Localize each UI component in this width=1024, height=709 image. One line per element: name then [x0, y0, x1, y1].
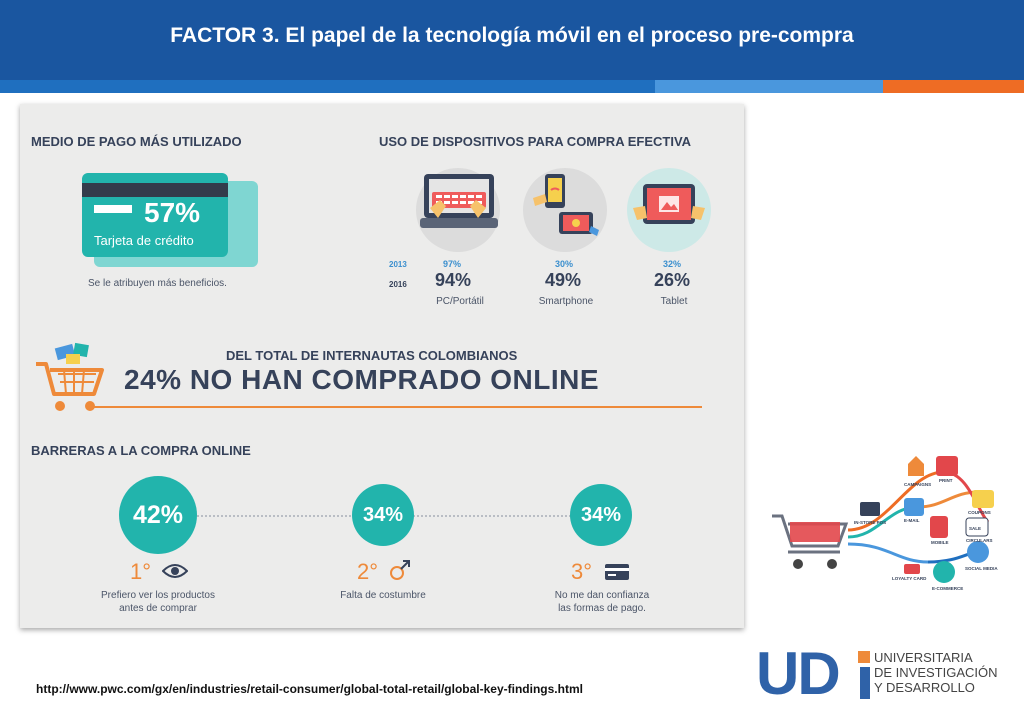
illus-label-social: SOCIAL MEDIA: [965, 566, 998, 571]
tablet-icon: [627, 168, 711, 252]
illus-label-mobile: MOBILE: [931, 540, 949, 545]
card-signature-strip: [94, 205, 132, 213]
pc-value-2013: 97%: [443, 259, 462, 269]
illus-label-coupons: COUPONS: [968, 510, 991, 515]
barrier-rank-3: 3°: [571, 559, 593, 584]
pc-label: PC/Portátil: [436, 296, 484, 307]
illus-label-instore: IN-STORE POS: [854, 520, 886, 525]
card-magnetic-stripe: [82, 183, 228, 197]
barrier-rank-1: 1°: [130, 559, 152, 584]
header-stripe-blue: [0, 80, 655, 93]
smartphone-icon: [523, 168, 607, 252]
barrier-desc-1-line1: Prefiero ver los productos: [101, 590, 215, 601]
barrier-desc-3: No me dan confianza las formas de pago.: [512, 589, 692, 615]
barrier-rank-2: 2°: [357, 559, 379, 584]
omnichannel-cart-illustration: PRINT E-MAIL MOBILE SALE SOCIAL MEDIA E-…: [768, 452, 1024, 602]
barrier-desc-1: Prefiero ver los productos antes de comp…: [68, 589, 248, 615]
logo-line-1: UNIVERSITARIA: [874, 650, 973, 665]
barriers-heading: BARRERAS A LA COMPRA ONLINE: [31, 443, 251, 458]
credit-card-icon: 57% Tarjeta de crédito: [82, 173, 228, 257]
payment-percent: 57%: [144, 197, 201, 228]
smartphone-value-2013: 30%: [555, 259, 574, 269]
logo-line-3: Y DESARROLLO: [874, 680, 975, 695]
payment-note: Se le atribuyen más beneficios.: [88, 278, 227, 289]
payment-heading: MEDIO DE PAGO MÁS UTILIZADO: [31, 134, 242, 149]
illus-label-email: E-MAIL: [904, 518, 920, 523]
shopping-cart-icon: [34, 340, 114, 425]
internautas-headline: 24% NO HAN COMPRADO ONLINE: [124, 364, 600, 395]
illus-label-loyalty: LOYALTY CARD: [892, 576, 927, 581]
tablet-label: Tablet: [660, 296, 688, 307]
barrier-desc-2: Falta de costumbre: [340, 590, 426, 601]
illus-label-print: PRINT: [939, 478, 953, 483]
illus-label-ecommerce: E-COMMERCE: [932, 586, 963, 591]
internautas-subtitle: DEL TOTAL DE INTERNAUTAS COLOMBIANOS: [226, 348, 518, 363]
udi-logo-mark: UD: [756, 640, 841, 707]
barrier-percent-1: 42%: [119, 476, 197, 554]
source-link[interactable]: http://www.pwc.com/gx/en/industries/reta…: [36, 682, 583, 696]
smartphone-value-2016: 49%: [545, 270, 582, 290]
barrier-percent-2: 34%: [352, 484, 414, 546]
eye-icon: [161, 562, 189, 585]
slide-title: FACTOR 3. El papel de la tecnología móvi…: [170, 24, 854, 47]
orange-divider: [90, 406, 702, 408]
slide-header: FACTOR 3. El papel de la tecnología móvi…: [0, 0, 1024, 80]
illus-label-campaigns: CAMPAIGNS: [904, 482, 931, 487]
tablet-value-2016: 26%: [654, 270, 691, 290]
smartphone-label: Smartphone: [538, 296, 594, 307]
pc-value-2016: 94%: [435, 270, 472, 290]
logo-line-2: DE INVESTIGACIÓN: [874, 665, 998, 680]
card-icon: [604, 563, 630, 586]
tablet-value-2013: 32%: [663, 259, 682, 269]
header-stripe-orange: [883, 80, 1024, 93]
year-2013-label: 2013: [389, 260, 407, 269]
barrier-desc-3-line1: No me dan confianza: [554, 590, 650, 601]
barrier-desc-1-line2: antes de comprar: [119, 603, 197, 614]
illus-label-sale: SALE: [969, 526, 981, 531]
header-stripe-light: [655, 80, 883, 93]
logo-i-stem: [860, 667, 870, 699]
payment-method: Tarjeta de crédito: [94, 233, 194, 248]
barrier-desc-3-line2: las formas de pago.: [558, 603, 646, 614]
gender-icon: [388, 558, 412, 587]
year-2016-label: 2016: [389, 280, 407, 289]
illus-label-circulars: CIRCULARS: [966, 538, 993, 543]
devices-heading: USO DE DISPOSITIVOS PARA COMPRA EFECTIVA: [379, 134, 692, 149]
laptop-icon: [416, 168, 500, 252]
infographic-panel: MEDIO DE PAGO MÁS UTILIZADO 57% Tarjeta …: [20, 104, 744, 628]
logo-text: UNIVERSITARIA DE INVESTIGACIÓN Y DESARRO…: [874, 650, 998, 695]
barrier-percent-3: 34%: [570, 484, 632, 546]
logo-orange-square: [858, 651, 870, 663]
